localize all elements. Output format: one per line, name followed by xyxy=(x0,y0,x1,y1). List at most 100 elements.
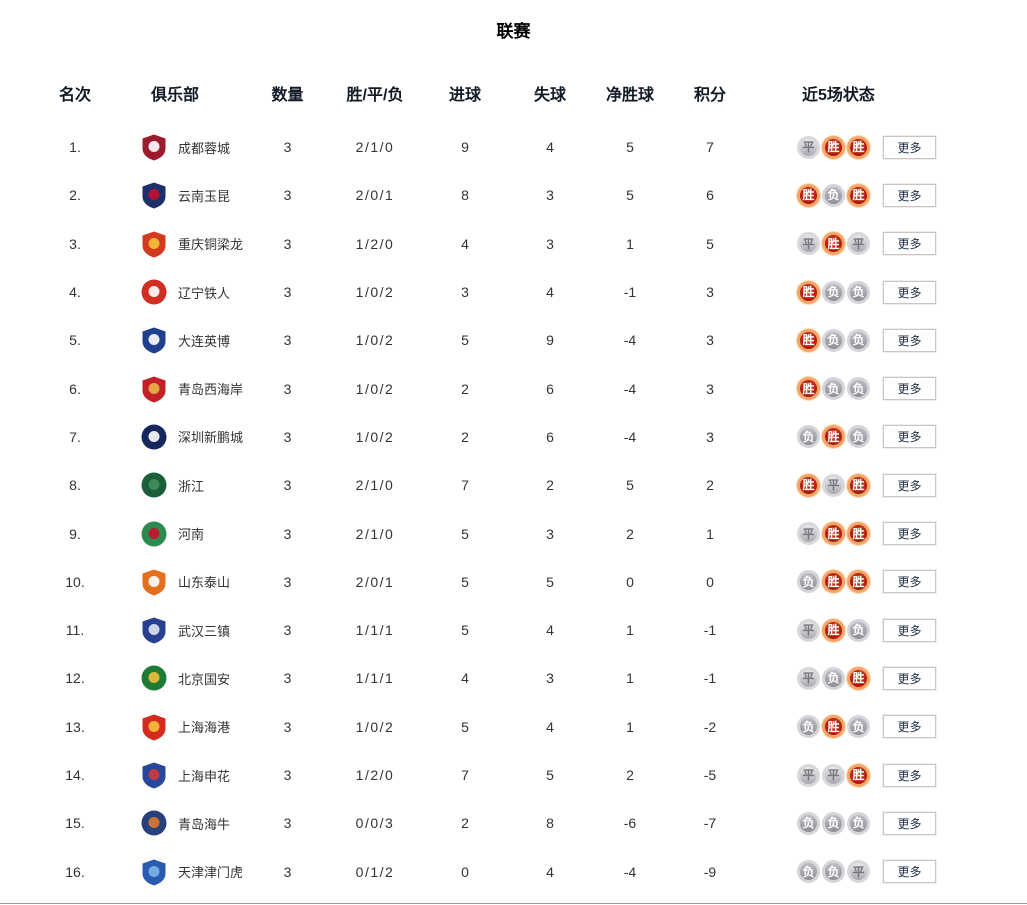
more-button[interactable]: 更多 xyxy=(883,183,936,207)
more-button[interactable]: 更多 xyxy=(883,522,936,546)
count-value: 3 xyxy=(283,139,292,156)
more-button[interactable]: 更多 xyxy=(883,570,936,594)
result-badge-win: 胜 xyxy=(847,570,870,594)
points-value: 1 xyxy=(706,525,714,542)
club-logo-icon xyxy=(142,134,166,161)
result-badge-loss: 负 xyxy=(822,811,845,835)
club-name: 成都蓉城 xyxy=(178,140,231,156)
wdl-value: 1/2/0 xyxy=(355,767,395,783)
points-value: 3 xyxy=(706,284,714,301)
club-cell: 成都蓉城 xyxy=(105,133,245,161)
club-name: 武汉三镇 xyxy=(178,623,231,639)
club-name: 青岛西海岸 xyxy=(178,382,244,398)
table-row: 3. 重庆铜梁龙 3 1/2/0 4 3 1 5 平胜平 更多 xyxy=(45,220,1027,268)
goals-against-value: 5 xyxy=(546,573,554,590)
result-badge-loss: 负 xyxy=(797,811,820,835)
last5-cell: 负负平 更多 xyxy=(750,860,1027,884)
more-button[interactable]: 更多 xyxy=(883,666,936,690)
club-cell: 深圳新鹏城 xyxy=(105,423,245,451)
result-badge-loss: 负 xyxy=(847,425,870,449)
result-badge-draw: 平 xyxy=(847,860,870,884)
last5-cell: 胜平胜 更多 xyxy=(750,473,1027,497)
result-badge-loss: 负 xyxy=(822,280,845,304)
header-goals-against: 失球 xyxy=(533,87,566,104)
goals-for-value: 5 xyxy=(461,718,469,735)
goals-against-value: 8 xyxy=(546,815,554,832)
wdl-value: 2/0/1 xyxy=(355,187,395,204)
goals-against-value: 9 xyxy=(546,332,554,349)
wdl-value: 2/0/1 xyxy=(355,573,395,590)
result-badge-win: 胜 xyxy=(822,570,845,594)
last5-badges: 胜负胜 xyxy=(797,183,870,207)
result-badge-win: 胜 xyxy=(822,135,845,159)
last5-cell: 负负负 更多 xyxy=(750,811,1027,835)
goal-diff-value: 2 xyxy=(626,767,634,783)
result-badge-loss: 负 xyxy=(797,570,820,594)
result-badge-loss: 负 xyxy=(822,860,845,884)
more-button[interactable]: 更多 xyxy=(883,860,936,884)
rank-value: 7. xyxy=(69,428,81,445)
goals-against-value: 3 xyxy=(546,187,554,204)
club-cell: 云南玉昆 xyxy=(105,181,245,209)
result-badge-win: 胜 xyxy=(847,473,870,497)
last5-badges: 平平胜 xyxy=(797,763,870,787)
club-logo-icon xyxy=(142,714,166,741)
club-name: 北京国安 xyxy=(178,671,231,687)
wdl-value: 2/1/0 xyxy=(355,477,395,494)
last5-badges: 负胜负 xyxy=(797,425,870,449)
more-button[interactable]: 更多 xyxy=(883,425,936,449)
last5-cell: 胜负胜 更多 xyxy=(750,183,1027,207)
goals-for-value: 5 xyxy=(461,525,469,542)
wdl-value: 1/0/2 xyxy=(355,332,395,349)
result-badge-win: 胜 xyxy=(847,666,870,690)
header-points: 积分 xyxy=(693,87,726,104)
league-table: 名次 俱乐部 数量 胜/平/负 进球 失球 净胜球 积分 近5场状态 1. 成都… xyxy=(0,80,1027,896)
more-button[interactable]: 更多 xyxy=(883,618,936,642)
more-button[interactable]: 更多 xyxy=(883,811,936,835)
rank-value: 3. xyxy=(69,235,81,252)
club-name: 浙江 xyxy=(178,478,205,494)
result-badge-win: 胜 xyxy=(822,715,845,739)
more-button[interactable]: 更多 xyxy=(883,377,936,401)
table-row: 7. 深圳新鹏城 3 1/0/2 2 6 -4 3 负胜负 更多 xyxy=(45,413,1027,461)
bottom-divider xyxy=(0,903,1027,904)
more-button[interactable]: 更多 xyxy=(883,232,936,256)
table-row: 2. 云南玉昆 3 2/0/1 8 3 5 6 胜负胜 更多 xyxy=(45,171,1027,219)
club-logo-icon xyxy=(142,569,166,596)
result-badge-draw: 平 xyxy=(797,618,820,642)
count-value: 3 xyxy=(283,332,292,349)
header-wdl: 胜/平/负 xyxy=(346,87,404,104)
count-value: 3 xyxy=(283,573,292,590)
rank-value: 15. xyxy=(65,815,85,832)
table-row: 13. 上海海港 3 1/0/2 5 4 1 -2 负胜负 更多 xyxy=(45,703,1027,751)
club-cell: 重庆铜梁龙 xyxy=(105,230,245,258)
rank-value: 8. xyxy=(69,477,81,494)
points-value: 5 xyxy=(706,235,714,252)
wdl-value: 1/1/1 xyxy=(355,670,395,687)
more-button[interactable]: 更多 xyxy=(883,715,936,739)
rank-value: 13. xyxy=(65,718,85,735)
more-button[interactable]: 更多 xyxy=(883,135,936,159)
more-button[interactable]: 更多 xyxy=(883,328,936,352)
club-cell: 辽宁铁人 xyxy=(105,278,245,306)
more-button[interactable]: 更多 xyxy=(883,280,936,304)
points-value: -7 xyxy=(703,815,717,832)
club-name: 上海申花 xyxy=(178,768,231,784)
wdl-value: 1/2/0 xyxy=(355,235,395,252)
goal-diff-value: 1 xyxy=(626,718,634,735)
last5-cell: 胜负负 更多 xyxy=(750,377,1027,401)
club-logo-icon xyxy=(141,521,167,547)
header-last5: 近5场状态 xyxy=(802,87,875,104)
rank-value: 11. xyxy=(65,622,85,639)
club-logo-icon xyxy=(141,665,167,691)
goals-against-value: 4 xyxy=(546,718,554,735)
more-button[interactable]: 更多 xyxy=(883,473,936,497)
goal-diff-value: -1 xyxy=(623,284,637,301)
last5-cell: 平胜胜 更多 xyxy=(750,135,1027,159)
result-badge-loss: 负 xyxy=(847,328,870,352)
goals-for-value: 2 xyxy=(461,428,469,445)
goal-diff-value: 5 xyxy=(626,187,634,204)
goals-against-value: 4 xyxy=(546,139,554,156)
result-badge-loss: 负 xyxy=(847,715,870,739)
more-button[interactable]: 更多 xyxy=(883,763,936,787)
